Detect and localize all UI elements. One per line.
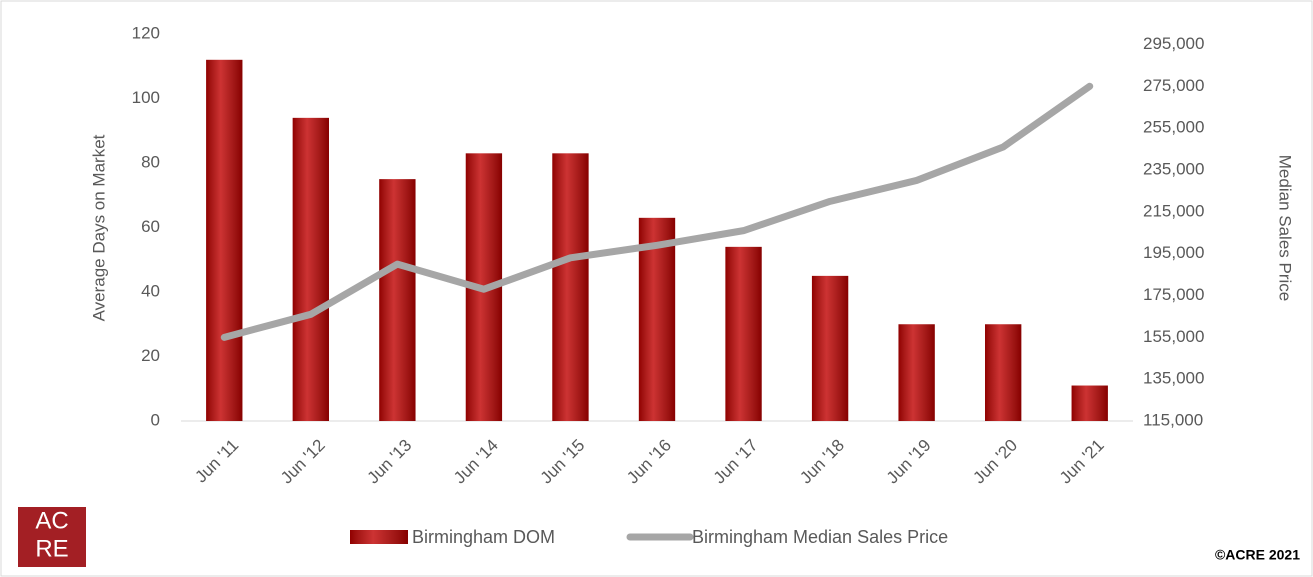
logo-text: AC (35, 507, 68, 534)
y2-tick-label: 255,000 (1143, 118, 1204, 137)
bar (725, 246, 762, 421)
bar (206, 59, 243, 422)
y-tick-label: 100 (132, 88, 160, 107)
bar (638, 217, 676, 421)
y2-tick-label: 175,000 (1143, 285, 1204, 304)
bar (292, 117, 329, 421)
legend-swatch (350, 530, 408, 544)
y2-tick-label: 235,000 (1143, 159, 1204, 178)
y2-tick-label: 155,000 (1143, 327, 1204, 346)
y2-tick-label: 135,000 (1143, 369, 1204, 388)
y-tick-label: 40 (141, 281, 160, 300)
legend-label: Birmingham Median Sales Price (692, 527, 948, 547)
bar (379, 179, 416, 421)
y2-tick-label: 275,000 (1143, 76, 1204, 95)
y-tick-label: 80 (141, 152, 160, 171)
logo (18, 507, 86, 567)
bar (1071, 385, 1108, 421)
bar (985, 324, 1022, 421)
y-axis-title: Average Days on Market (89, 134, 108, 321)
bar (898, 324, 935, 421)
logo-text: RE (35, 535, 68, 562)
legend-label: Birmingham DOM (412, 527, 555, 547)
y-tick-label: 0 (151, 410, 160, 429)
line (220, 82, 1094, 341)
y-tick-label: 60 (141, 217, 160, 236)
y2-axis-title: Median Sales Price (1276, 155, 1295, 301)
y2-tick-label: 195,000 (1143, 243, 1204, 262)
copyright: ©ACRE 2021 (1215, 547, 1300, 563)
bar (811, 275, 849, 421)
y-tick-label: 120 (132, 23, 160, 42)
y2-tick-label: 295,000 (1143, 34, 1204, 53)
y-tick-label: 20 (141, 346, 160, 365)
bar (552, 153, 589, 421)
y2-tick-label: 115,000 (1143, 410, 1203, 429)
y2-tick-label: 215,000 (1143, 201, 1204, 220)
